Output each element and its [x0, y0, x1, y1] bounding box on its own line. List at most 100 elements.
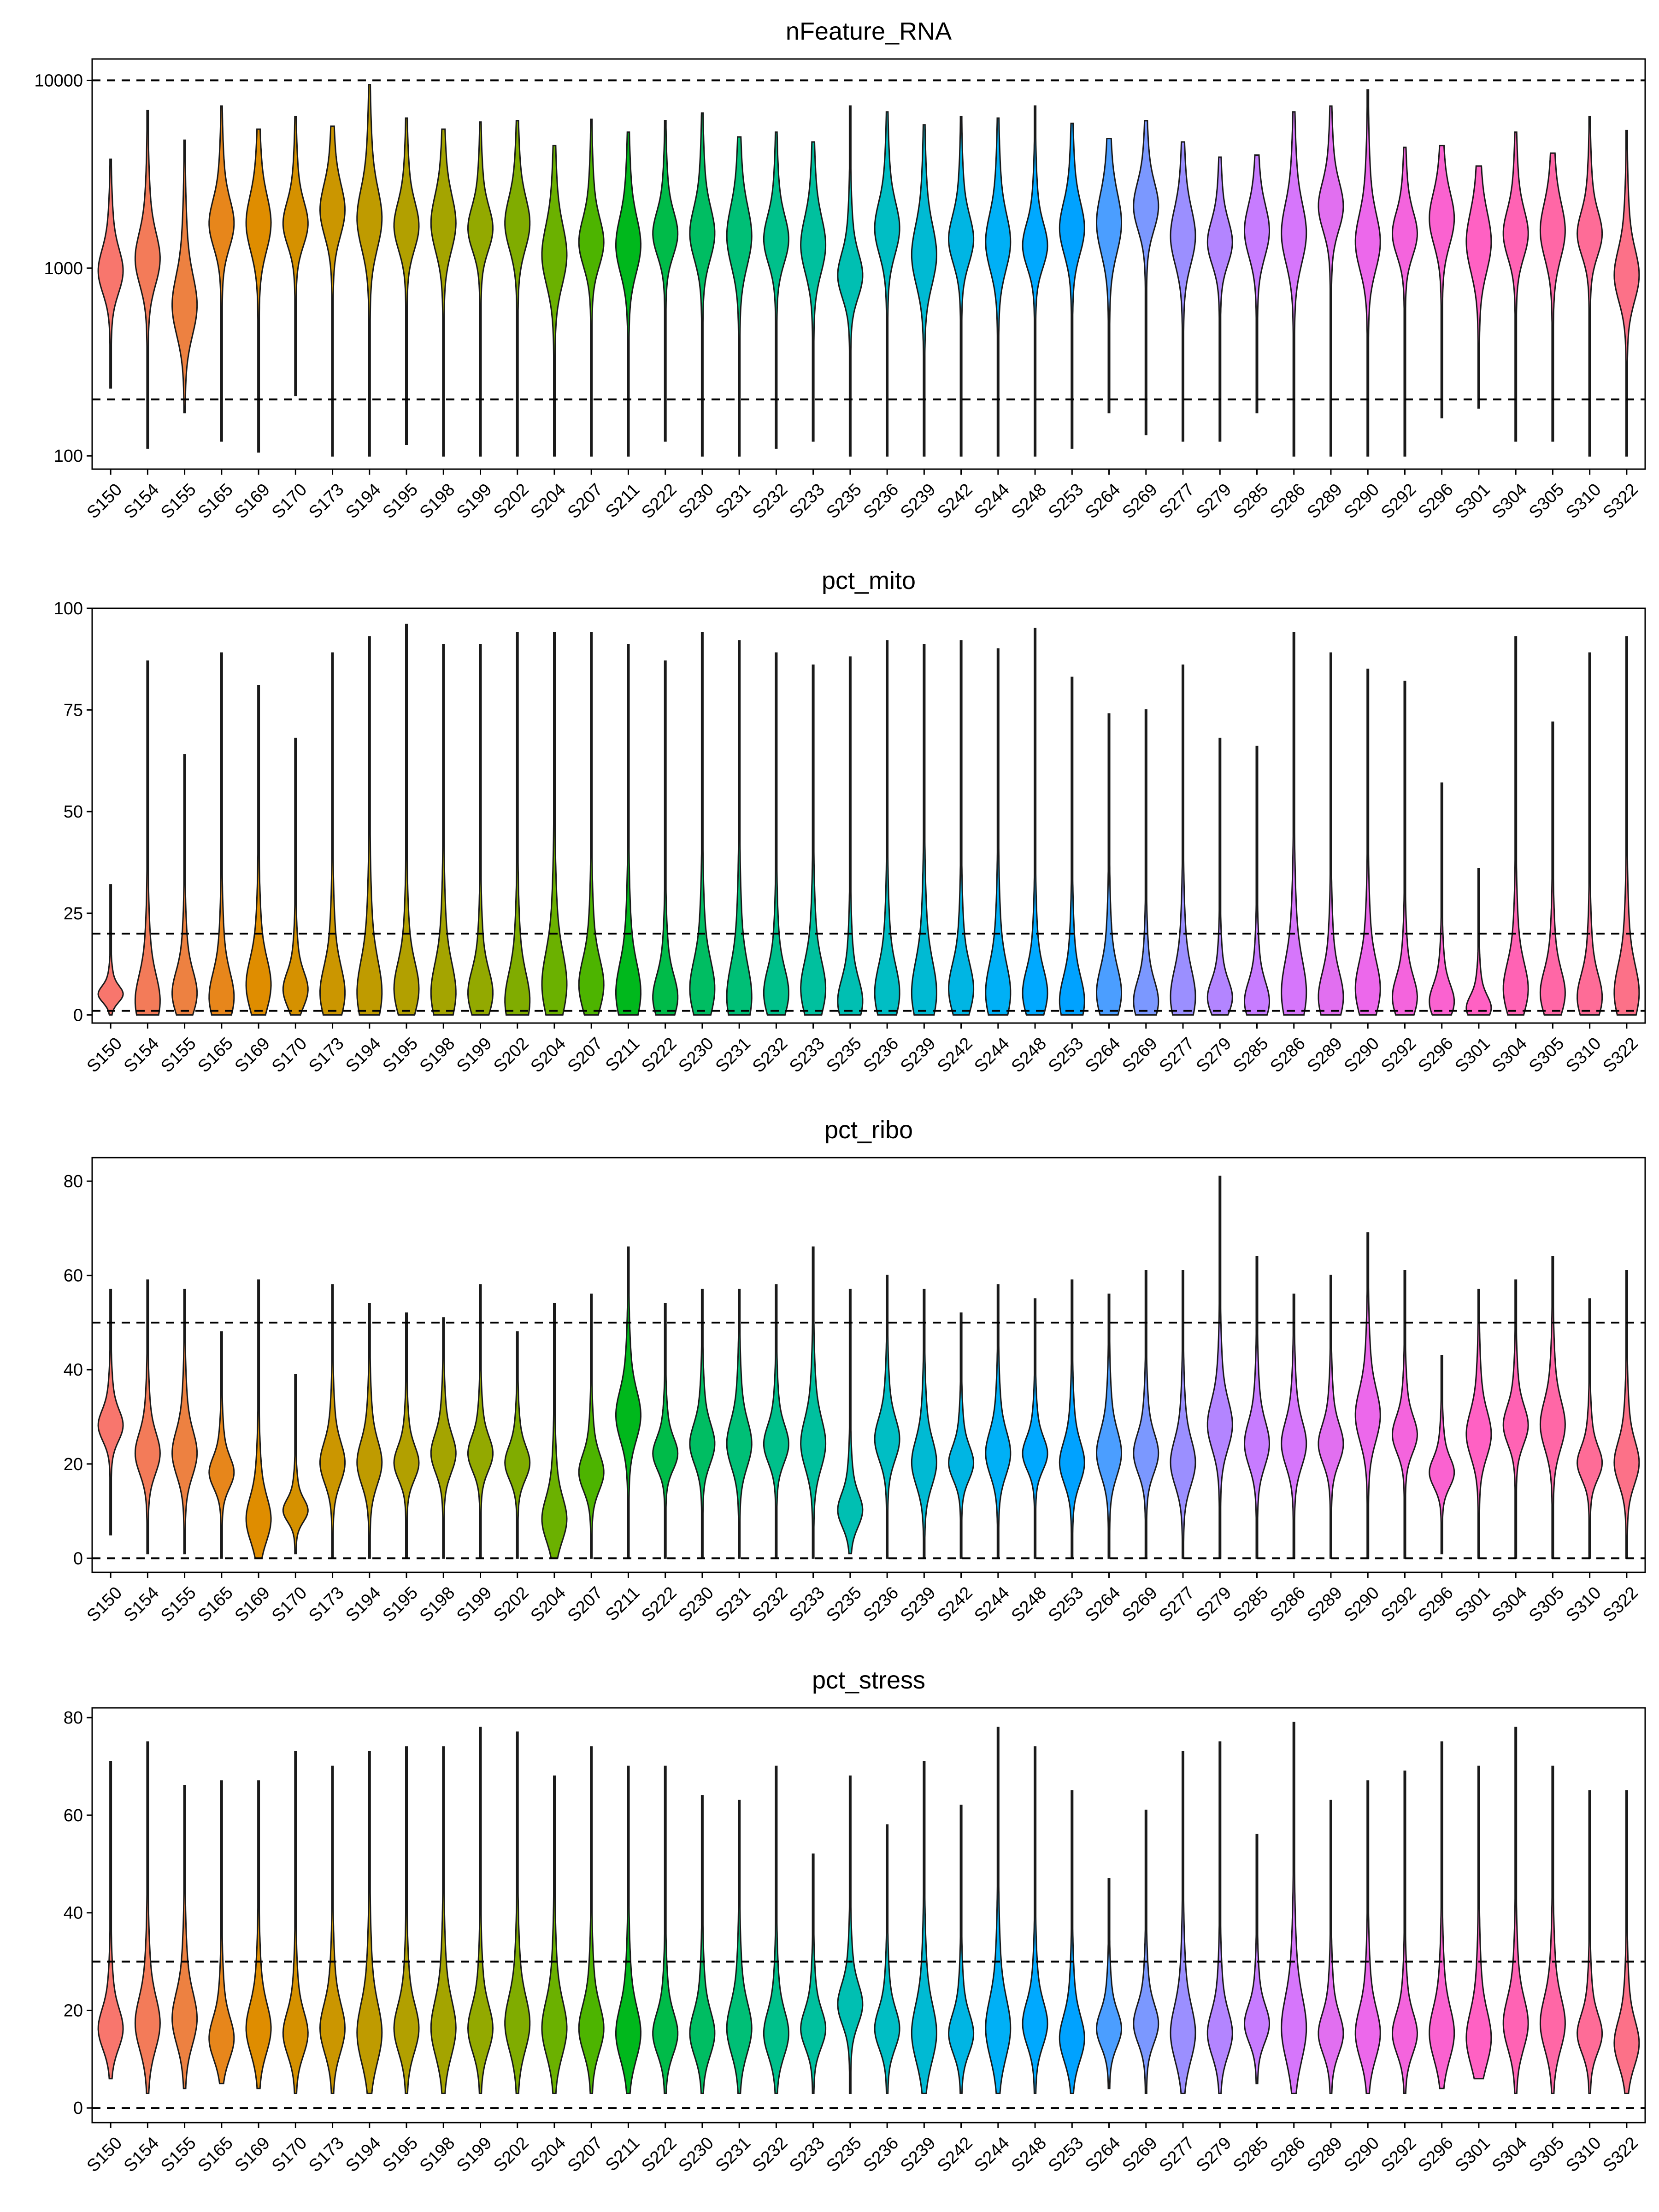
violin-s199	[467, 644, 494, 1016]
x-tick-label: S199	[453, 1034, 495, 1076]
x-tick-label: S150	[83, 480, 126, 522]
violin-s296	[1429, 145, 1455, 418]
x-tick-label: S230	[675, 480, 718, 522]
violin-s233	[800, 665, 827, 1016]
x-tick-label: S232	[749, 480, 791, 522]
x-tick-label: S169	[231, 1583, 274, 1625]
x-tick-label: S269	[1118, 1583, 1161, 1625]
panel-frame	[91, 1157, 1646, 1573]
y-tick-label: 75	[64, 701, 83, 720]
x-tick-label: S230	[675, 1583, 718, 1625]
x-tick-label: S301	[1452, 1034, 1494, 1076]
y-tick-label: 40	[64, 1904, 83, 1923]
x-tick-label: S170	[268, 1583, 311, 1625]
x-tick-label: S296	[1414, 1583, 1457, 1625]
x-tick-label: S199	[453, 1583, 495, 1625]
x-tick-label: S296	[1414, 2133, 1457, 2176]
x-tick-label: S285	[1230, 1583, 1272, 1625]
x-tick-label: S301	[1452, 480, 1494, 522]
violin-s244	[985, 1284, 1012, 1559]
violin-s207	[578, 632, 605, 1016]
x-tick-label: S242	[934, 1034, 976, 1076]
violin-s310	[1577, 1790, 1603, 2094]
x-tick-label: S165	[194, 1034, 236, 1076]
violin-s248	[1022, 105, 1048, 457]
violin-s236	[874, 111, 900, 457]
violin-s264	[1095, 138, 1122, 413]
x-tick-label: S231	[712, 2133, 754, 2176]
violin-s242	[948, 640, 975, 1016]
violin-s155	[171, 139, 198, 413]
violin-s244	[985, 117, 1012, 457]
x-tick-label: S248	[1008, 2133, 1050, 2176]
violin-panel-pct-ribo: pct_ribo020406080S150S154S155S165S169S17…	[64, 1116, 1646, 1626]
violin-s199	[467, 1726, 494, 2094]
x-tick-label: S198	[416, 1583, 459, 1625]
x-tick-label: S154	[120, 480, 163, 522]
violin-s279	[1206, 156, 1233, 442]
y-tick-label: 20	[64, 1455, 83, 1474]
violin-s204	[541, 145, 568, 457]
violin-s173	[319, 125, 346, 457]
x-tick-label: S173	[305, 2133, 347, 2176]
x-tick-label: S322	[1599, 2133, 1641, 2176]
violin-s322	[1613, 1790, 1640, 2094]
violin-s232	[763, 131, 789, 449]
x-tick-label: S286	[1266, 480, 1309, 522]
x-tick-label: S199	[453, 480, 495, 522]
violin-s195	[393, 624, 420, 1016]
x-tick-label: S169	[231, 2133, 274, 2176]
violin-s170	[282, 116, 309, 396]
violin-s198	[430, 644, 457, 1016]
violin-s285	[1244, 154, 1270, 413]
x-tick-label: S253	[1045, 480, 1087, 522]
violin-s244	[985, 648, 1012, 1016]
x-tick-label: S173	[305, 1034, 347, 1076]
x-tick-label: S231	[712, 1034, 754, 1076]
violin-s231	[726, 136, 753, 457]
y-tick-label: 60	[64, 1806, 83, 1825]
x-tick-label: S207	[564, 1583, 606, 1625]
x-tick-label: S165	[194, 1583, 236, 1625]
violin-s231	[726, 1288, 753, 1559]
x-tick-label: S286	[1266, 1034, 1309, 1076]
violin-s199	[467, 121, 494, 457]
y-tick-label: 1000	[44, 259, 83, 278]
panel-title: pct_ribo	[824, 1116, 913, 1144]
violin-s235	[837, 1288, 864, 1554]
violin-s235	[837, 1775, 864, 2094]
violin-s322	[1613, 636, 1640, 1016]
violin-s264	[1095, 1878, 1122, 2089]
x-tick-label: S269	[1118, 1034, 1161, 1076]
violin-s170	[282, 737, 309, 1016]
violin-s285	[1244, 746, 1270, 1016]
x-tick-label: S235	[823, 480, 865, 522]
x-tick-label: S242	[934, 2133, 976, 2176]
violin-s232	[763, 1765, 789, 2094]
x-tick-label: S285	[1230, 480, 1272, 522]
violin-s199	[467, 1284, 494, 1559]
violin-s235	[837, 656, 864, 1016]
violin-s292	[1391, 681, 1418, 1016]
panel-title: nFeature_RNA	[786, 18, 952, 45]
violin-s301	[1465, 868, 1492, 1016]
violin-s150	[97, 1288, 124, 1535]
x-tick-label: S202	[490, 1034, 532, 1076]
violin-s322	[1613, 1270, 1640, 1559]
violin-s289	[1318, 105, 1344, 457]
x-tick-label: S310	[1562, 1583, 1605, 1625]
x-tick-label: S301	[1452, 1583, 1494, 1625]
x-tick-label: S233	[786, 1034, 828, 1076]
x-tick-label: S211	[602, 1583, 643, 1624]
x-tick-label: S195	[379, 480, 422, 522]
x-tick-label: S277	[1156, 1583, 1198, 1625]
violin-s304	[1502, 1279, 1529, 1559]
violin-s269	[1133, 1809, 1159, 2094]
x-tick-label: S231	[712, 480, 754, 522]
violin-s222	[652, 660, 679, 1016]
x-tick-label: S232	[749, 2133, 791, 2176]
violin-s154	[134, 660, 161, 1016]
violin-s154	[134, 1741, 161, 2094]
violin-s239	[911, 1761, 937, 2094]
x-tick-label: S155	[157, 2133, 200, 2176]
